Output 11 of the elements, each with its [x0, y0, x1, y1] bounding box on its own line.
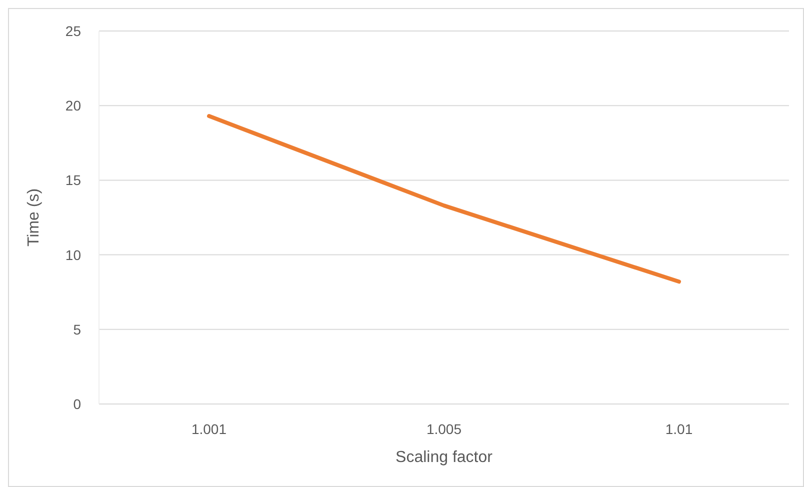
x-tick-label: 1.01 [665, 420, 693, 437]
y-tick-label: 10 [65, 246, 82, 263]
y-axis-title: Time (s) [26, 188, 43, 247]
y-tick-label: 25 [65, 22, 82, 39]
x-tick-label: 1.001 [191, 420, 227, 437]
y-tick-label: 15 [65, 172, 82, 188]
y-tick-label: 20 [65, 98, 82, 114]
x-axis-title: Scaling factor [396, 449, 494, 466]
x-tick-label: 1.005 [426, 420, 462, 437]
y-tick-label: 5 [73, 321, 82, 338]
y-tick-label: 0 [73, 396, 82, 412]
